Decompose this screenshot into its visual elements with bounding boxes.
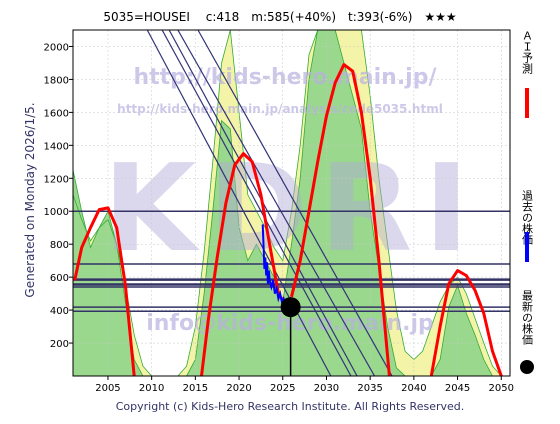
legend-label: 最新の株価 — [521, 290, 534, 345]
ai-prediction-line — [73, 206, 136, 376]
watermark-url: http://kids-hero.main.jp/ — [133, 65, 437, 90]
x-tick-label: 2025 — [270, 383, 295, 394]
y-tick-label: 200 — [50, 339, 69, 350]
trend-lines — [146, 30, 393, 376]
trend-line — [177, 30, 376, 376]
x-tick-label: 2015 — [183, 383, 208, 394]
watermark-big: KDRI — [103, 140, 481, 279]
ai-prediction-line — [429, 269, 503, 376]
horizontal-levels — [73, 210, 510, 312]
x-tick-label: 2050 — [489, 383, 514, 394]
x-axis-ticks: 2005 2010 2015 2020 2025 2030 2035 2040 2045 2050 — [95, 376, 514, 394]
plot-frame — [72, 29, 511, 377]
y-tick-label: 2000 — [44, 42, 69, 53]
y-tick-label: 1000 — [44, 207, 69, 218]
y-tick-label: 800 — [50, 240, 69, 251]
generated-label: Generated on Monday 2026/1/5. — [23, 102, 37, 297]
ai-prediction-line — [200, 152, 289, 376]
y-axis-ticks: 200 400 600 800 1000 1200 1400 1600 1800 2000 — [44, 42, 73, 350]
y-tick-label: 400 — [50, 306, 69, 317]
x-tick-label: 2010 — [139, 383, 164, 394]
green-band-edge-line — [73, 30, 510, 376]
y-tick-label: 1800 — [44, 75, 69, 86]
trend-line — [146, 30, 332, 376]
trend-line — [161, 30, 352, 376]
y-tick-label: 1200 — [44, 174, 69, 185]
latest-price-marker — [280, 297, 301, 318]
legend-label: 過去の株価 — [521, 190, 534, 245]
x-tick-label: 2040 — [401, 383, 426, 394]
x-tick-label: 2030 — [314, 383, 339, 394]
x-tick-label: 2020 — [226, 383, 251, 394]
x-tick-label: 2045 — [445, 383, 470, 394]
y-tick-label: 600 — [50, 273, 69, 284]
y-tick-label: 1600 — [44, 108, 69, 119]
x-tick-label: 2035 — [357, 383, 382, 394]
legend-dot-marker — [520, 360, 534, 374]
ai-prediction-series — [73, 63, 503, 376]
trend-line — [197, 30, 393, 376]
watermark-page: http://kids-hero.main.jp/analysis/code50… — [117, 102, 443, 116]
copyright-footer: Copyright (c) Kids-Hero Research Institu… — [116, 400, 465, 413]
legend-label: ＡＩ予測 — [521, 30, 534, 75]
ai-prediction-line — [290, 63, 391, 376]
chart-title: 5035=HOUSEI c:418 m:585(+40%) t:393(-6%)… — [103, 10, 456, 24]
x-tick-label: 2005 — [95, 383, 120, 394]
y-tick-label: 1400 — [44, 141, 69, 152]
